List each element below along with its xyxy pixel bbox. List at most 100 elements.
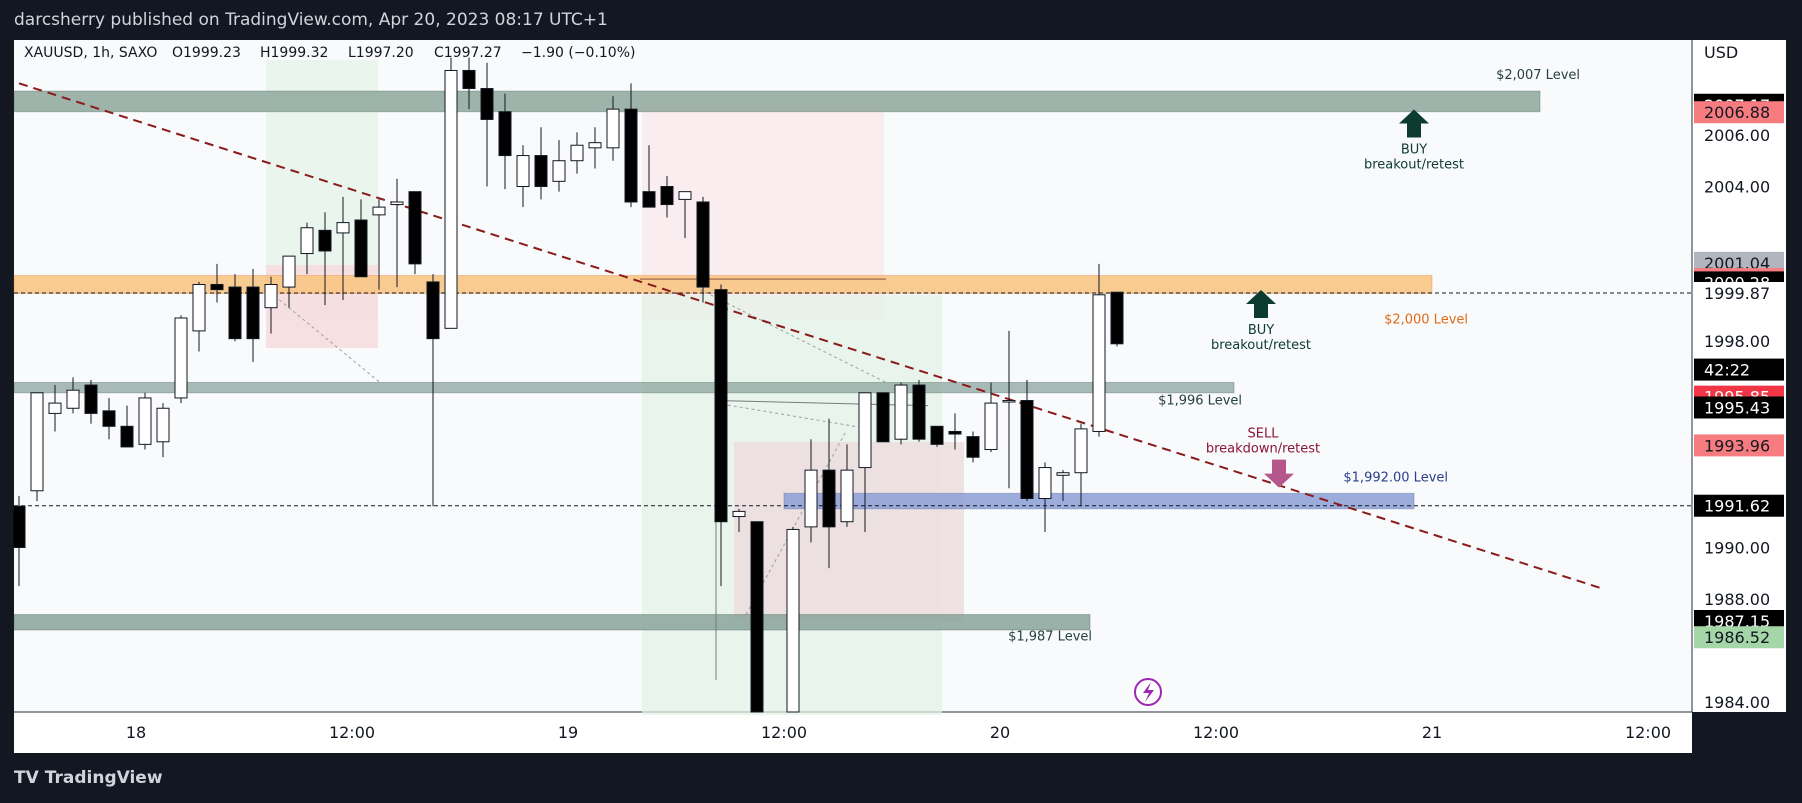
price-label-badge: 1993.96 <box>1694 434 1784 457</box>
price-label-text: 42:22 <box>1704 361 1750 380</box>
bearish-candle <box>210 263 224 303</box>
level-label: $1,992.00 Level <box>1343 470 1448 485</box>
legend-change: −1.90 (−0.10%) <box>521 45 635 61</box>
bullish-candle <box>390 178 404 288</box>
candle-body <box>192 283 206 332</box>
projection-line <box>745 431 847 615</box>
bullish-candle <box>66 377 80 414</box>
candle-body <box>1110 291 1124 345</box>
bearish-candle <box>696 196 710 303</box>
level-zone <box>783 492 1415 510</box>
bearish-candle <box>930 425 944 447</box>
stop-zone <box>734 442 964 622</box>
projection-line <box>699 289 887 383</box>
candle-body <box>930 425 944 445</box>
bullish-candle <box>1092 263 1106 437</box>
candle-body <box>246 286 260 340</box>
price-label-bg <box>1694 434 1784 457</box>
candle-body <box>264 283 278 309</box>
candle-body <box>426 281 440 340</box>
bearish-candle <box>714 284 728 587</box>
price-label-badge: 2006.88 <box>1694 101 1784 124</box>
bullish-candle <box>516 145 530 208</box>
bullish-candle <box>678 191 692 239</box>
replay-icon[interactable] <box>1134 678 1162 706</box>
candle-body <box>102 410 116 427</box>
candle-body <box>84 384 98 414</box>
bearish-candle <box>354 199 368 278</box>
tradingview-logo[interactable]: TV TradingView <box>14 768 163 788</box>
time-tick-label: 12:00 <box>761 723 807 742</box>
bearish-candle <box>876 392 890 443</box>
bullish-candle <box>804 439 818 543</box>
price-tick-label: 2006.00 <box>1704 126 1770 145</box>
bearish-candle <box>624 83 638 208</box>
price-label-text: 1993.96 <box>1704 436 1770 455</box>
time-axis[interactable] <box>14 712 1692 753</box>
price-label-badge: 1999.87 <box>1694 281 1784 304</box>
bullish-candle <box>264 276 278 334</box>
legend-open: O1999.23 <box>172 45 241 61</box>
bullish-candle <box>1038 462 1052 533</box>
level-zone <box>13 614 1091 631</box>
price-chart[interactable]: $2,007 Level $2,000 Level $1,996 Level $1,9… <box>0 40 1802 755</box>
candle-body <box>786 528 800 713</box>
candle-body <box>1020 400 1034 500</box>
candle-body <box>318 229 332 252</box>
candle-body <box>462 69 476 90</box>
candle-body <box>984 402 998 451</box>
bearish-candle <box>750 521 764 713</box>
bearish-candle <box>480 62 494 187</box>
price-tick-label: 1984.00 <box>1704 693 1770 712</box>
candle-body <box>1002 400 1016 403</box>
candle-body <box>210 283 224 291</box>
candle-body <box>444 69 458 329</box>
price-label-text: 1999.87 <box>1704 284 1770 303</box>
legend-low: L1997.20 <box>348 45 414 61</box>
bullish-candle <box>570 132 584 174</box>
price-label-text: 1995.43 <box>1704 398 1770 417</box>
bearish-candle <box>1110 291 1124 347</box>
candle-body <box>1038 467 1052 500</box>
candle-body <box>552 160 566 182</box>
price-label-bg <box>1694 358 1784 381</box>
bullish-candle <box>138 392 152 450</box>
candle-body <box>120 425 134 448</box>
bullish-candle <box>300 222 314 275</box>
header-bar: darcsherry published on TradingView.com,… <box>0 0 1802 40</box>
arrow-shape <box>1264 459 1294 488</box>
bullish-candle <box>282 255 296 308</box>
candle-body <box>732 510 746 518</box>
bearish-candle <box>660 176 674 218</box>
bearish-candle <box>408 191 422 275</box>
candle-body <box>696 201 710 288</box>
bearish-candle <box>498 93 512 190</box>
bearish-candle <box>822 418 836 569</box>
candle-body <box>228 286 242 340</box>
candle-body <box>480 88 494 120</box>
candle-body <box>840 469 854 523</box>
bullish-candle <box>732 508 746 533</box>
candle-body <box>822 469 836 528</box>
candle-body <box>750 521 764 713</box>
bearish-candle <box>534 127 548 200</box>
candle-body <box>894 384 908 440</box>
candle-body <box>138 397 152 445</box>
price-label-text: 1986.52 <box>1704 628 1770 647</box>
candle-body <box>876 392 890 443</box>
candle-body <box>660 186 674 206</box>
level-zone <box>13 90 1541 113</box>
candle-body <box>966 436 980 458</box>
signal-subtitle: breakdown/retest <box>1206 442 1320 457</box>
candle-body <box>588 142 602 149</box>
candle-body <box>336 222 350 234</box>
time-tick-label: 21 <box>1422 723 1442 742</box>
arrow-shape <box>1246 290 1276 319</box>
bullish-candle <box>1074 423 1088 507</box>
bearish-candle <box>912 379 926 442</box>
bullish-candle <box>552 140 566 192</box>
time-tick-label: 12:00 <box>1193 723 1239 742</box>
bearish-candle <box>426 274 440 507</box>
